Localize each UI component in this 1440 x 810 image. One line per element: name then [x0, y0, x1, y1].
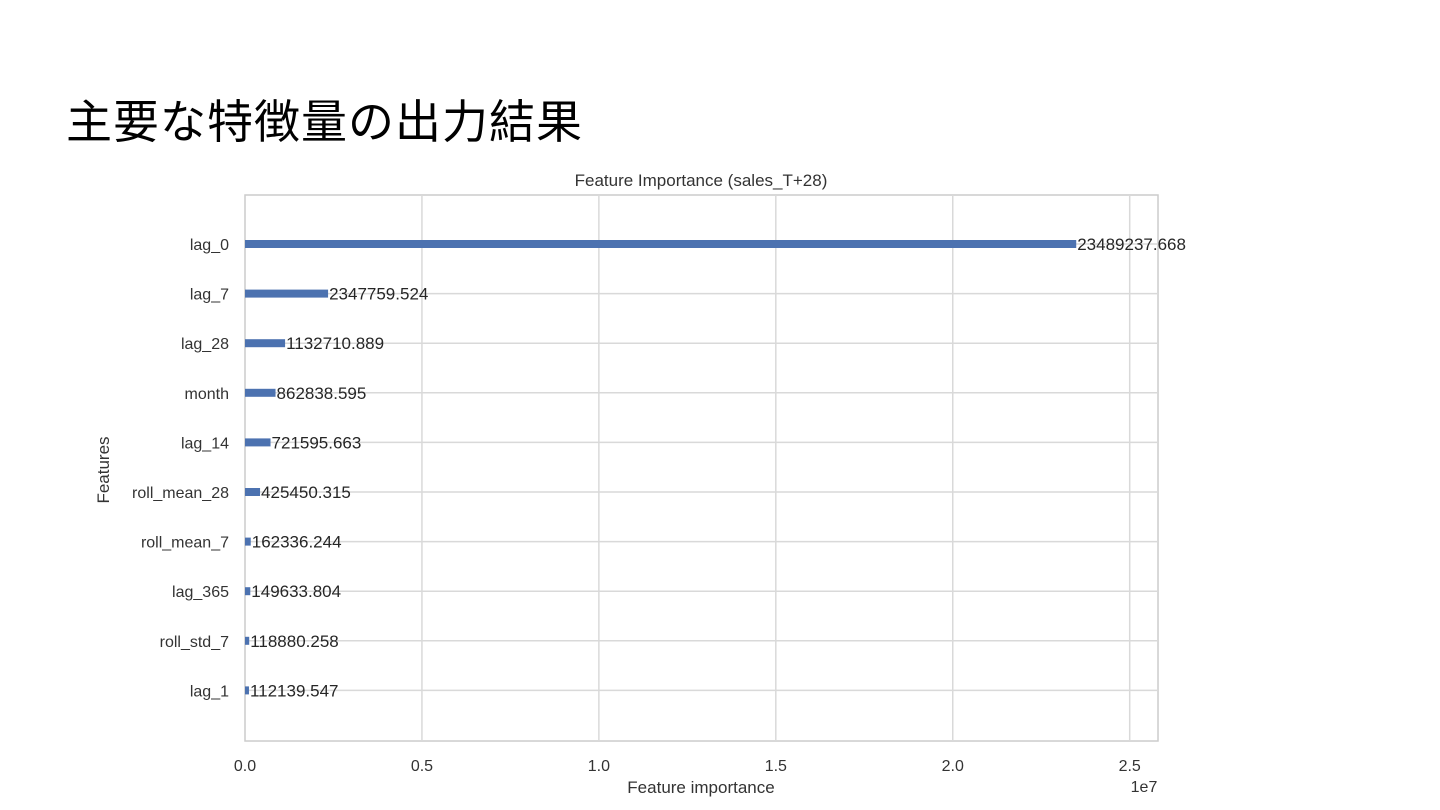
value-label: 425450.315 [261, 483, 351, 502]
value-label: 149633.804 [251, 582, 341, 601]
bar-lag-7 [245, 289, 329, 298]
value-label: 2347759.524 [329, 285, 428, 304]
value-label: 721595.663 [272, 433, 362, 452]
x-tick-label: 2.5 [1119, 758, 1141, 775]
category-label: month [185, 386, 229, 403]
category-label: roll_std_7 [160, 634, 229, 651]
bar-roll-mean-28 [245, 488, 261, 496]
value-label: 162336.244 [252, 533, 342, 552]
bar-roll-mean-7 [245, 537, 251, 546]
category-label: roll_mean_28 [132, 485, 229, 502]
x-tick-label: 0.0 [234, 758, 256, 775]
category-label: lag_0 [190, 237, 229, 254]
plot-area [244, 194, 1159, 742]
slide-title: 主要な特徴量の出力結果 [66, 95, 583, 149]
value-label: 23489237.668 [1077, 235, 1186, 254]
x-axis-title: Feature importance [627, 778, 774, 797]
x-tick-label: 0.5 [411, 758, 433, 775]
value-label: 862838.595 [277, 384, 367, 403]
category-label: roll_mean_7 [141, 535, 229, 552]
bar-roll-std-7 [245, 636, 250, 645]
bar-lag-1 [245, 686, 249, 695]
bars [245, 240, 1077, 695]
category-label: lag_14 [181, 435, 229, 452]
x-tick-label: 2.0 [942, 758, 964, 775]
x-tick-label: 1.0 [588, 758, 610, 775]
y-axis-title: Features [94, 436, 113, 503]
category-label: lag_7 [190, 287, 229, 304]
bar-month [245, 388, 276, 397]
value-label: 112139.547 [250, 681, 339, 700]
category-label: lag_1 [190, 683, 229, 700]
labels: 0.0 0.5 1.0 1.5 2.0 2.5 lag_0 23489237.668 lag_7… [132, 235, 1186, 775]
category-label: lag_28 [181, 336, 229, 353]
grid-lines [245, 195, 1158, 741]
bar-lag-0 [245, 240, 1077, 248]
value-label: 1132710.889 [286, 334, 384, 353]
x-tick-label: 1.5 [765, 758, 787, 775]
category-label: lag_365 [172, 584, 229, 601]
bar-lag-14 [245, 438, 271, 447]
bar-lag-28 [245, 339, 286, 348]
bar-lag-365 [245, 587, 251, 596]
value-label: 118880.258 [250, 632, 339, 651]
chart-title: Feature Importance (sales_T+28) [575, 171, 828, 190]
x-scale-note: 1e7 [1131, 779, 1158, 796]
